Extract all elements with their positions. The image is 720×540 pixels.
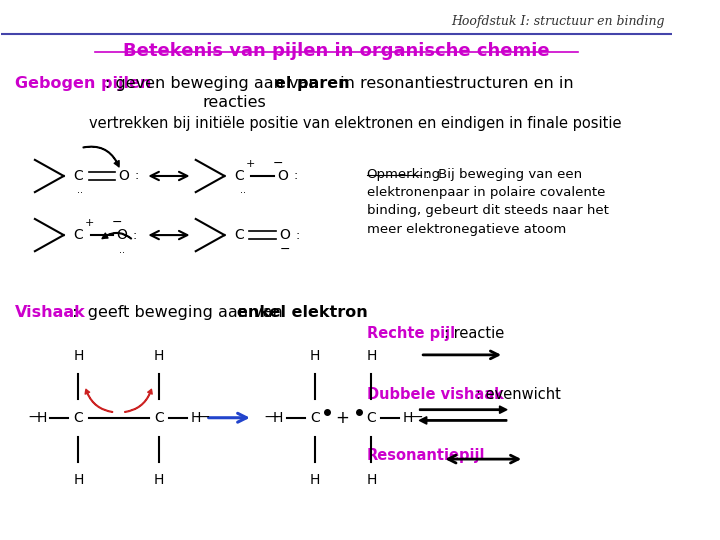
Text: H: H [403,411,413,425]
Text: C: C [235,228,244,242]
Text: —: — [408,411,422,425]
Text: : reactie: : reactie [444,326,504,341]
Text: −: − [272,157,283,170]
Text: C: C [310,411,320,425]
Text: —: — [28,411,42,425]
FancyArrowPatch shape [102,233,132,239]
Text: : evenwicht: : evenwicht [476,387,561,402]
Text: H: H [310,472,320,487]
Text: C: C [154,411,163,425]
Text: Rechte pijl: Rechte pijl [366,326,455,341]
Text: H: H [37,411,47,425]
Text: Vishaak: Vishaak [15,305,86,320]
Text: :: : [132,228,137,241]
Text: +: + [246,159,255,168]
Text: Gebogen pijlen: Gebogen pijlen [15,76,151,91]
Text: H: H [73,472,84,487]
Text: :  geeft beweging aan van: : geeft beweging aan van [67,305,288,320]
Text: C: C [73,169,84,183]
Text: H: H [153,472,164,487]
Text: vertrekken bij initiële positie van elektronen en eindigen in finale positie: vertrekken bij initiële positie van elek… [89,116,621,131]
Text: el paren: el paren [275,76,349,91]
Text: O: O [277,169,288,183]
Text: enkel elektron: enkel elektron [238,305,368,320]
Text: ..: .. [78,186,84,195]
Text: Resonantiepijl: Resonantiepijl [366,448,485,463]
Text: ..: .. [240,186,246,195]
FancyArrowPatch shape [420,406,507,413]
Text: −: − [112,216,122,229]
Text: ..: .. [119,245,125,254]
Text: reacties: reacties [202,95,266,110]
Text: Opmerking: Opmerking [366,168,441,181]
Text: —: — [196,411,210,425]
Text: meer elektronegatieve atoom: meer elektronegatieve atoom [366,222,566,236]
Text: O: O [119,169,130,183]
FancyArrowPatch shape [85,389,112,413]
Text: +: + [84,218,94,228]
FancyArrowPatch shape [83,146,119,167]
Text: :: : [295,228,300,241]
Text: Dubbele vishaak: Dubbele vishaak [366,387,503,402]
Text: C: C [235,169,244,183]
Text: H: H [366,472,377,487]
Text: :  Bij beweging van een: : Bij beweging van een [421,168,582,181]
Text: elektronenpaar in polaire covalente: elektronenpaar in polaire covalente [366,186,605,199]
Text: H: H [191,411,201,425]
Text: C: C [73,411,84,425]
Text: in resonantiestructuren en in: in resonantiestructuren en in [335,76,574,91]
Text: H: H [366,349,377,363]
Text: H: H [310,349,320,363]
Text: : geven beweging aan van: : geven beweging aan van [105,76,324,91]
Text: O: O [117,228,127,242]
Text: Betekenis van pijlen in organische chemie: Betekenis van pijlen in organische chemi… [123,42,550,60]
FancyArrowPatch shape [420,417,507,424]
Text: :: : [135,170,139,183]
Text: H: H [73,349,84,363]
Text: −: − [279,243,290,256]
Text: C: C [366,411,377,425]
Text: +: + [335,409,348,427]
Text: H: H [153,349,164,363]
Text: binding, gebeurt dit steeds naar het: binding, gebeurt dit steeds naar het [366,205,608,218]
Text: H: H [273,411,284,425]
Text: —: — [264,411,279,425]
Text: C: C [73,228,84,242]
Text: :: : [294,170,298,183]
Text: Hoofdstuk I: structuur en binding: Hoofdstuk I: structuur en binding [451,15,665,28]
Text: O: O [279,228,290,242]
FancyArrowPatch shape [125,389,152,413]
